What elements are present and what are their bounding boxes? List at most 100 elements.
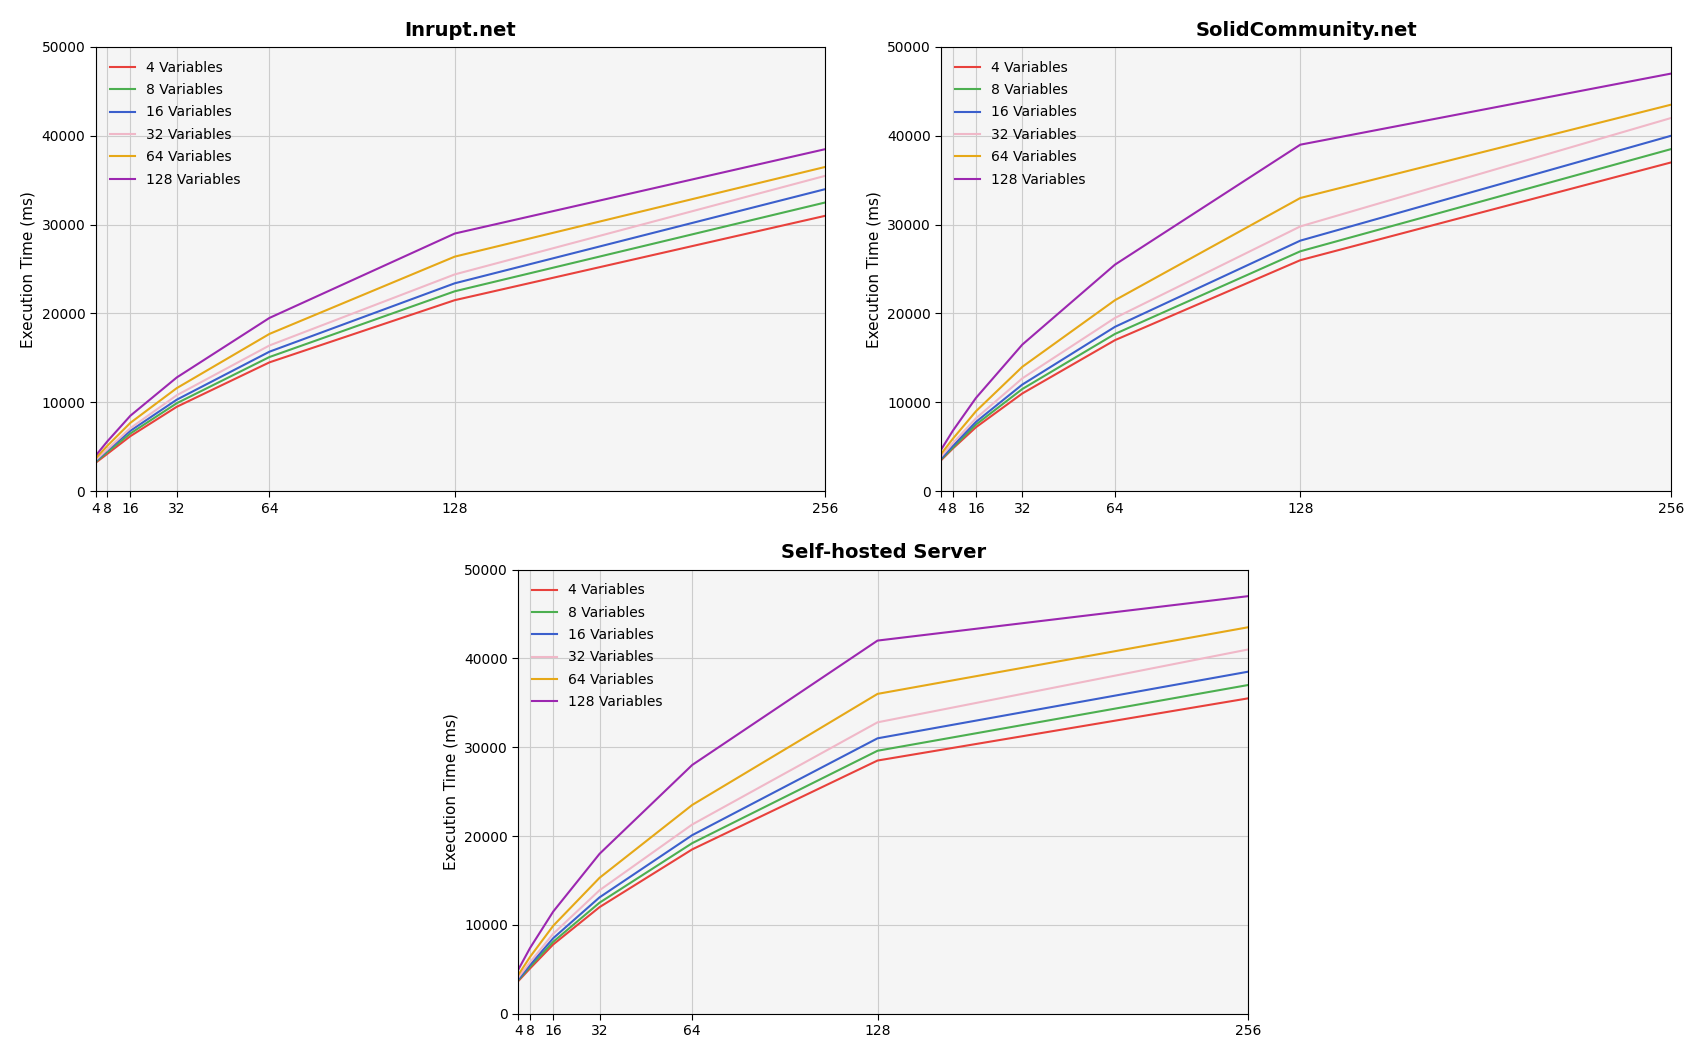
16 Variables — [97, 444, 118, 456]
128 Variables — [259, 311, 280, 324]
Line: 128 Variables: 128 Variables — [941, 73, 1671, 449]
Legend: 4 Variables, 8 Variables, 16 Variables, 32 Variables, 64 Variables, 128 Variable: 4 Variables, 8 Variables, 16 Variables, … — [948, 54, 1093, 194]
Legend: 4 Variables, 8 Variables, 16 Variables, 32 Variables, 64 Variables, 128 Variable: 4 Variables, 8 Variables, 16 Variables, … — [102, 54, 247, 194]
8 Variables — [815, 196, 835, 209]
Line: 128 Variables: 128 Variables — [518, 596, 1248, 969]
16 Variables — [682, 829, 702, 842]
64 Variables — [1238, 621, 1258, 633]
4 Variables — [1291, 254, 1311, 267]
Line: 64 Variables: 64 Variables — [518, 627, 1248, 974]
128 Variables — [542, 905, 563, 918]
64 Variables — [520, 951, 540, 964]
16 Variables — [520, 958, 540, 971]
4 Variables — [97, 448, 118, 461]
8 Variables — [119, 427, 140, 439]
16 Variables — [815, 183, 835, 196]
16 Variables — [1291, 234, 1311, 247]
128 Variables — [590, 847, 610, 860]
16 Variables — [1013, 378, 1033, 391]
16 Variables — [965, 415, 985, 428]
8 Variables — [259, 351, 280, 363]
64 Variables — [97, 439, 118, 452]
64 Variables — [167, 382, 188, 395]
32 Variables — [1105, 311, 1125, 324]
64 Variables — [1013, 360, 1033, 373]
8 Variables — [167, 397, 188, 410]
64 Variables — [1661, 98, 1681, 111]
128 Variables — [965, 392, 985, 405]
4 Variables — [815, 210, 835, 222]
64 Variables — [119, 416, 140, 429]
32 Variables — [965, 412, 985, 425]
32 Variables — [931, 450, 951, 463]
16 Variables — [590, 891, 610, 903]
Line: 4 Variables: 4 Variables — [518, 698, 1248, 981]
Title: Inrupt.net: Inrupt.net — [404, 21, 517, 40]
32 Variables — [119, 421, 140, 434]
32 Variables — [259, 339, 280, 352]
64 Variables — [542, 919, 563, 932]
4 Variables — [590, 901, 610, 914]
8 Variables — [1238, 679, 1258, 692]
16 Variables — [508, 973, 529, 986]
64 Variables — [590, 872, 610, 884]
32 Variables — [682, 819, 702, 831]
4 Variables — [85, 456, 106, 469]
4 Variables — [931, 453, 951, 466]
8 Variables — [520, 961, 540, 973]
Line: 128 Variables: 128 Variables — [95, 149, 825, 455]
4 Variables — [508, 974, 529, 987]
32 Variables — [1291, 220, 1311, 233]
16 Variables — [931, 452, 951, 465]
4 Variables — [445, 293, 465, 306]
8 Variables — [682, 837, 702, 849]
8 Variables — [542, 935, 563, 948]
32 Variables — [1238, 643, 1258, 656]
Line: 4 Variables: 4 Variables — [941, 162, 1671, 460]
32 Variables — [97, 443, 118, 455]
128 Variables — [119, 410, 140, 423]
16 Variables — [542, 932, 563, 945]
128 Variables — [1105, 258, 1125, 271]
Y-axis label: Execution Time (ms): Execution Time (ms) — [443, 713, 459, 870]
32 Variables — [815, 169, 835, 182]
128 Variables — [815, 143, 835, 156]
8 Variables — [1291, 245, 1311, 257]
32 Variables — [943, 437, 963, 450]
128 Variables — [943, 425, 963, 437]
8 Variables — [590, 896, 610, 909]
64 Variables — [868, 687, 888, 700]
32 Variables — [1661, 111, 1681, 124]
16 Variables — [167, 393, 188, 406]
Line: 64 Variables: 64 Variables — [941, 105, 1671, 454]
Y-axis label: Execution Time (ms): Execution Time (ms) — [20, 191, 36, 347]
8 Variables — [1105, 327, 1125, 340]
32 Variables — [542, 928, 563, 940]
Line: 16 Variables: 16 Variables — [95, 190, 825, 461]
8 Variables — [508, 973, 529, 986]
32 Variables — [85, 453, 106, 466]
128 Variables — [931, 443, 951, 455]
128 Variables — [1291, 139, 1311, 151]
64 Variables — [1291, 192, 1311, 204]
32 Variables — [167, 389, 188, 401]
32 Variables — [1013, 372, 1033, 384]
4 Variables — [520, 962, 540, 974]
64 Variables — [508, 968, 529, 981]
32 Variables — [590, 884, 610, 897]
32 Variables — [508, 971, 529, 984]
16 Variables — [868, 732, 888, 744]
Title: Self-hosted Server: Self-hosted Server — [781, 543, 985, 562]
16 Variables — [1238, 665, 1258, 678]
Y-axis label: Execution Time (ms): Execution Time (ms) — [866, 191, 881, 347]
128 Variables — [85, 449, 106, 462]
64 Variables — [943, 432, 963, 445]
Line: 32 Variables: 32 Variables — [95, 176, 825, 460]
Line: 8 Variables: 8 Variables — [518, 685, 1248, 980]
16 Variables — [1661, 129, 1681, 142]
Line: 8 Variables: 8 Variables — [95, 202, 825, 462]
4 Variables — [965, 420, 985, 433]
4 Variables — [1238, 692, 1258, 704]
4 Variables — [1105, 334, 1125, 346]
64 Variables — [931, 448, 951, 461]
